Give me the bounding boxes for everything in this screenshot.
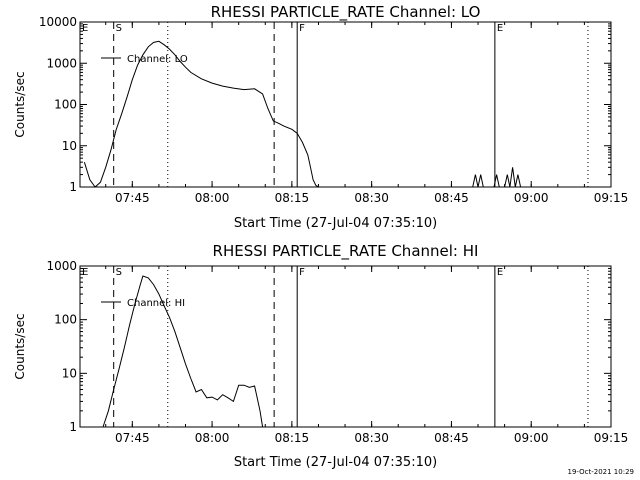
chart-1-x-tick-label: 09:00 (514, 191, 549, 205)
chart-1-legend-label: Channel: LO (127, 54, 188, 65)
chart-1-y-tick-label: 1000 (46, 56, 77, 70)
chart-1-x-tick-label: 07:45 (115, 191, 150, 205)
chart-2-x-tick-label: 07:45 (115, 431, 150, 445)
timestamp: 19-Oct-2021 10:29 (568, 468, 634, 476)
chart-1-y-axis-label: Counts/sec (13, 71, 27, 137)
chart-2-y-tick-label: 100 (54, 313, 77, 327)
chart-2-marker-label: S (116, 267, 122, 278)
chart-1-marker-label: E (497, 23, 503, 34)
chart-2-x-tick-label: 08:15 (275, 431, 310, 445)
chart-1-y-tick-label: 10 (62, 139, 77, 153)
chart-1-marker-label: F (299, 23, 305, 34)
chart-1-x-tick-label: 08:00 (195, 191, 230, 205)
chart-2-x-tick-label: 09:15 (594, 431, 629, 445)
chart-2-marker-label: E (497, 267, 503, 278)
chart-2-y-tick-label: 1 (69, 420, 77, 434)
chart-2-y-axis-label: Counts/sec (13, 313, 27, 379)
chart-1-x-tick-label: 09:15 (594, 191, 629, 205)
chart-2-title: RHESSI PARTICLE_RATE Channel: HI (213, 242, 479, 261)
chart-2-plot-frame (79, 265, 612, 428)
chart-1-title: RHESSI PARTICLE_RATE Channel: LO (211, 3, 481, 22)
chart-2-legend-label: Channel: HI (127, 298, 185, 309)
chart-1-x-tick-label: 08:30 (354, 191, 389, 205)
chart-2-series-1-line (102, 275, 264, 428)
chart-1-x-axis-label: Start Time (27-Jul-04 07:35:10) (234, 216, 437, 231)
chart-1-x-tick-label: 08:45 (434, 191, 469, 205)
chart-2-x-axis-label: Start Time (27-Jul-04 07:35:10) (234, 455, 437, 470)
chart-2-x-tick-label: 08:45 (434, 431, 469, 445)
chart-1-marker-label: S (116, 23, 122, 34)
chart-1-marker-label: E (82, 23, 88, 34)
chart-1-series-2-line (472, 167, 524, 188)
chart-2-marker-label: F (299, 267, 305, 278)
chart-1-y-tick-label: 100 (54, 98, 77, 112)
chart-1-plot-frame (79, 21, 612, 188)
chart-1-series-1-line (83, 40, 319, 188)
chart-1-y-tick-label: 10000 (39, 15, 77, 29)
chart-2-y-tick-label: 10 (62, 366, 77, 380)
chart-1-y-tick-label: 1 (69, 180, 77, 194)
chart-2-x-tick-label: 08:00 (195, 431, 230, 445)
chart-2-x-tick-label: 08:30 (354, 431, 389, 445)
chart-2-x-tick-label: 09:00 (514, 431, 549, 445)
chart-2-marker-label: E (82, 267, 88, 278)
chart-1-x-tick-label: 08:15 (275, 191, 310, 205)
chart-2-y-tick-label: 1000 (46, 259, 77, 273)
